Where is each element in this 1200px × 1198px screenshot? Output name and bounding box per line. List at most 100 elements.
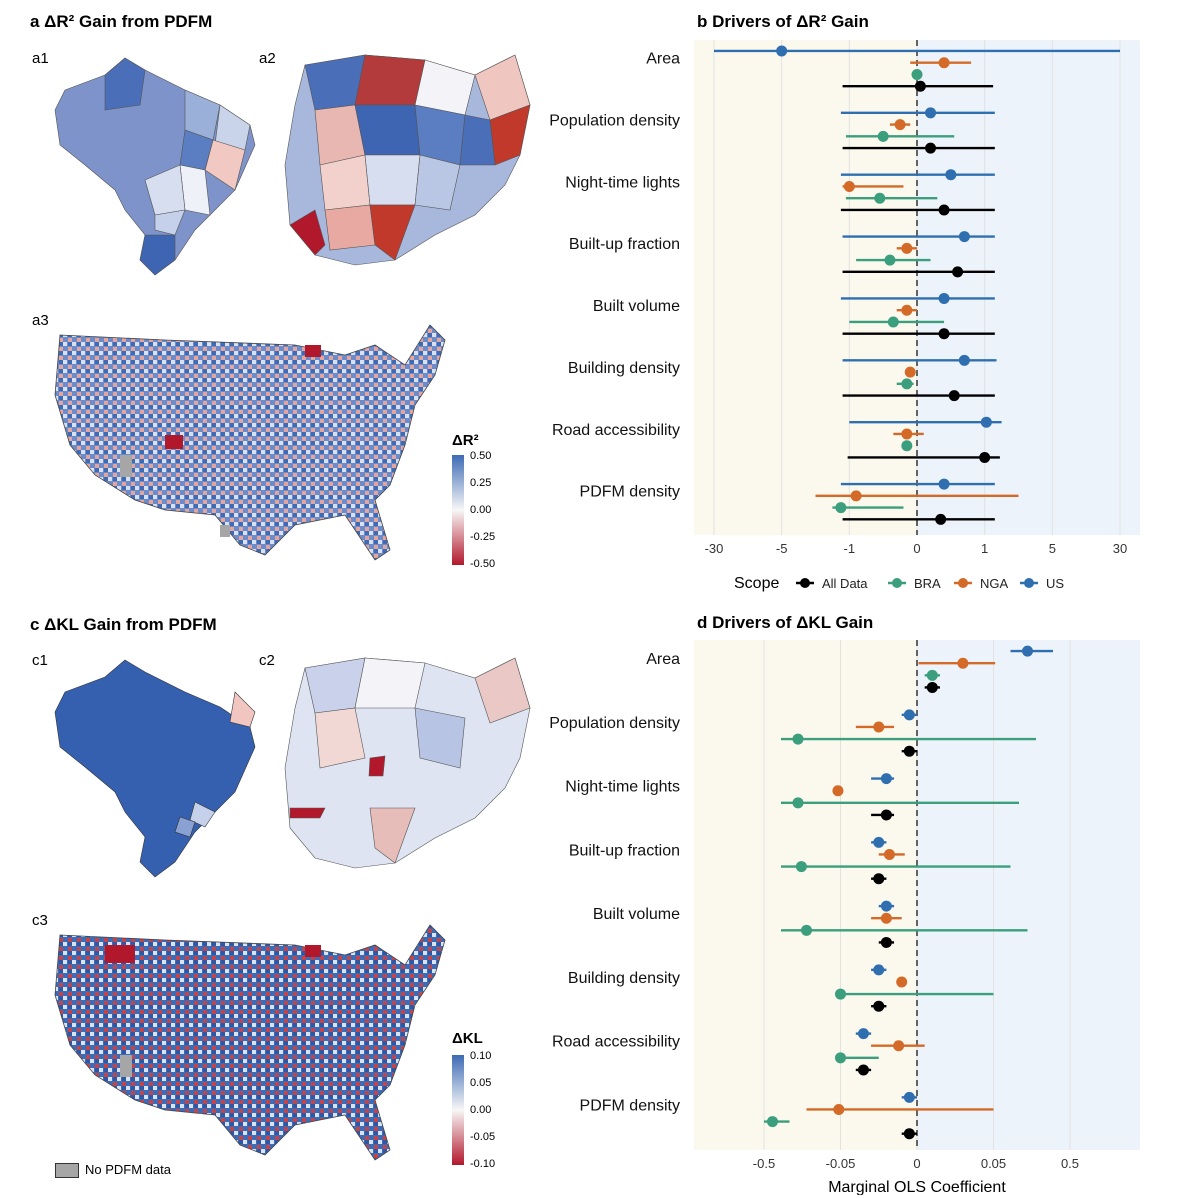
estimate-point-us [958, 231, 970, 243]
category-label: Night-time lights [565, 779, 680, 796]
estimate-point-bra [835, 988, 846, 1000]
x-tick-label: 0.5 [1061, 1156, 1079, 1171]
estimate-point-all-data [880, 936, 892, 948]
map-brazil-kl [54, 659, 256, 878]
estimate-point-bra [911, 68, 923, 80]
category-label: Area [646, 651, 680, 668]
estimate-point-bra [887, 316, 899, 328]
submap-label-c3: c3 [32, 912, 48, 929]
estimate-point-all-data [926, 681, 938, 693]
estimate-point-nga [896, 976, 908, 988]
submap-label-a3: a3 [32, 312, 49, 329]
legend-key-point [958, 578, 968, 588]
estimate-point-all-data [948, 390, 960, 402]
estimate-point-bra [901, 440, 913, 452]
estimate-point-bra [792, 733, 804, 745]
estimate-point-all-data [952, 266, 964, 278]
estimate-point-nga [901, 304, 913, 316]
map-brazil-r2 [54, 57, 256, 276]
estimate-point-us [873, 836, 885, 848]
estimate-point-bra [874, 192, 886, 204]
legend-r2-colorbar [452, 455, 464, 565]
positive-region [917, 640, 1140, 1150]
legend-label: BRA [914, 576, 941, 591]
category-label: Built-up fraction [569, 236, 680, 253]
estimate-point-bra [767, 1116, 778, 1128]
estimate-point-nga [904, 366, 916, 378]
estimate-point-nga [901, 428, 913, 440]
estimate-point-all-data [938, 328, 950, 340]
map-usa-r2 [54, 324, 446, 561]
x-tick-label: -5 [776, 541, 788, 556]
panel-d-title: d Drivers of ΔKL Gain [697, 613, 874, 632]
x-tick-label: -0.05 [826, 1156, 856, 1171]
estimate-point-all-data [903, 745, 915, 757]
category-label: Built volume [593, 906, 680, 923]
x-tick-label: 5 [1049, 541, 1056, 556]
estimate-point-us [1022, 645, 1033, 657]
legend-key-point [1024, 578, 1034, 588]
map-usa-kl [54, 924, 446, 1161]
estimate-point-nga [850, 490, 862, 502]
legend-kl-title: ΔKL [452, 1030, 483, 1047]
estimate-point-nga [833, 1103, 845, 1115]
no-data-label: No PDFM data [85, 1162, 171, 1177]
category-label: Building density [568, 360, 680, 377]
estimate-point-us [903, 709, 915, 721]
legend-kl-colorbar [452, 1055, 464, 1165]
map-nigeria-kl [284, 657, 531, 869]
estimate-point-all-data [903, 1128, 915, 1140]
legend-key-point [892, 578, 902, 588]
estimate-point-all-data [914, 80, 926, 92]
legend-key-point [800, 578, 810, 588]
submap-label-a2: a2 [259, 50, 276, 67]
legend-r2-tick: 0.00 [470, 504, 492, 516]
estimate-point-nga [873, 721, 885, 733]
category-label: Building density [568, 970, 680, 987]
category-label: Area [646, 51, 680, 68]
x-tick-label: 0 [913, 541, 920, 556]
category-label: Road accessibility [552, 422, 680, 439]
legend-kl-tick: 0.05 [470, 1077, 492, 1089]
x-tick-label: -0.5 [753, 1156, 775, 1171]
legend-kl-tick: 0.00 [470, 1104, 492, 1116]
x-axis-label: Marginal OLS Coefficient [828, 1179, 1006, 1195]
estimate-point-bra [877, 130, 889, 142]
estimate-point-bra [792, 797, 804, 809]
forest-plot-kl: -0.5 -0.05 0 0.05 0.5 Marginal OLS Coefficien… [549, 640, 1140, 1195]
legend-label: All Data [822, 576, 868, 591]
estimate-point-nga [832, 785, 844, 797]
estimate-point-all-data [925, 142, 937, 154]
submap-label-c1: c1 [32, 652, 48, 669]
panel-a-title: a ΔR² Gain from PDFM [30, 12, 213, 31]
legend-kl-tick: 0.10 [470, 1050, 492, 1062]
legend-r2-tick: -0.25 [470, 531, 496, 543]
estimate-point-bra [926, 669, 938, 681]
submap-label-a1: a1 [32, 50, 49, 67]
x-tick-label: 30 [1113, 541, 1127, 556]
x-tick-label: -30 [705, 541, 724, 556]
estimate-point-us [776, 45, 788, 57]
estimate-point-bra [884, 254, 896, 266]
map-nigeria-r2 [284, 54, 531, 266]
estimate-point-us [857, 1028, 869, 1040]
category-label: Built volume [593, 298, 680, 315]
panel-c-title: c ΔKL Gain from PDFM [30, 615, 217, 634]
submap-label-c2: c2 [259, 652, 275, 669]
estimate-point-us [880, 900, 892, 912]
positive-region [917, 40, 1140, 535]
estimate-point-nga [893, 1040, 905, 1052]
estimate-point-all-data [873, 873, 885, 885]
category-label: Population density [549, 112, 680, 129]
legend-kl-tick: -0.10 [470, 1158, 496, 1170]
estimate-point-us [938, 292, 950, 304]
category-label: Built-up fraction [569, 842, 680, 859]
estimate-point-nga [894, 119, 906, 131]
estimate-point-all-data [857, 1064, 869, 1076]
legend-label: US [1046, 576, 1064, 591]
estimate-point-all-data [938, 204, 950, 216]
estimate-point-nga [901, 242, 913, 254]
estimate-point-bra [835, 1052, 846, 1064]
category-label: Night-time lights [565, 174, 680, 191]
legend-label: NGA [980, 576, 1009, 591]
